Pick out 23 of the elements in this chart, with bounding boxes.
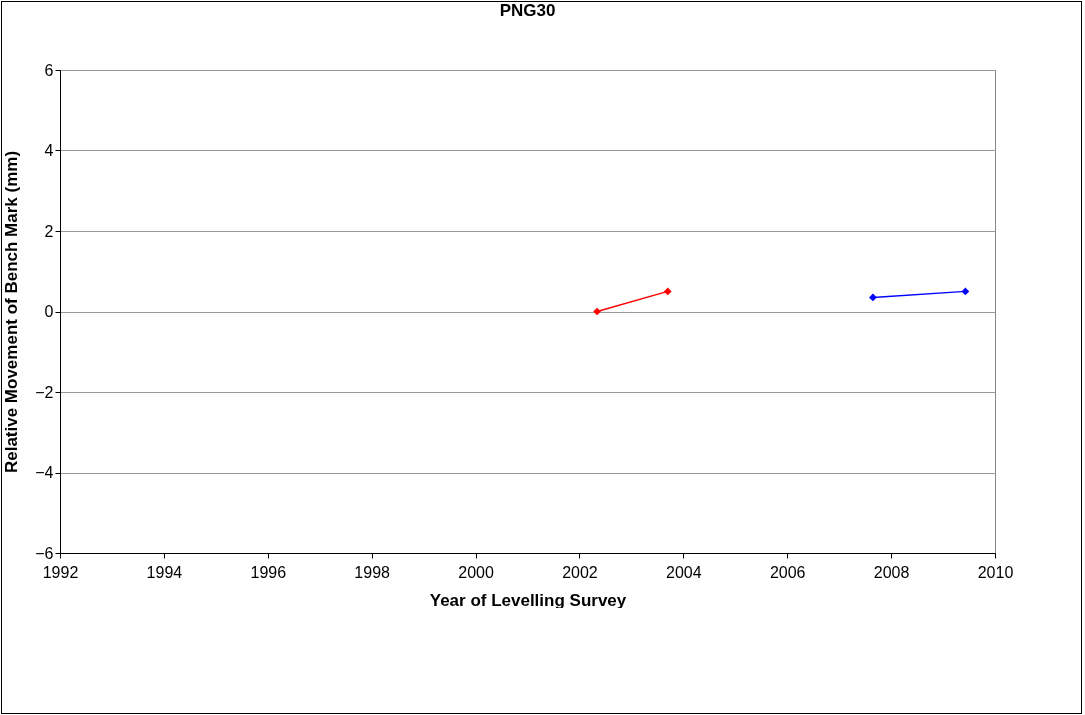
point — [593, 307, 601, 316]
point — [663, 287, 672, 296]
x-tick-label: 2004 — [666, 563, 702, 581]
y-tick-label: −2 — [35, 383, 54, 401]
x-tick-label: 2000 — [458, 563, 494, 581]
x-tick-label: 2010 — [977, 563, 1014, 581]
y-tick-label: 2 — [44, 222, 54, 240]
y-tick-label: 4 — [44, 142, 54, 159]
x-tick-label: 1996 — [250, 563, 287, 581]
y-tick-label: −6 — [35, 544, 54, 562]
x-tick-label: 1994 — [146, 563, 183, 581]
chart-title: PNG30 — [499, 1, 556, 20]
x-tick-label: 2008 — [873, 563, 910, 581]
x-tick-label: 1992 — [42, 563, 79, 581]
y-tick-label: 6 — [44, 61, 54, 79]
y-axis-title: Relative Movement of Bench Mark (mm) — [2, 150, 22, 474]
y-tick-label: −4 — [35, 464, 54, 481]
point — [961, 287, 970, 296]
y-tick-label: 0 — [44, 303, 54, 320]
x-tick-label: 2006 — [769, 563, 806, 581]
x-tick-label: 2002 — [562, 563, 598, 581]
point — [869, 293, 877, 302]
x-tick-label: 1998 — [354, 563, 391, 581]
